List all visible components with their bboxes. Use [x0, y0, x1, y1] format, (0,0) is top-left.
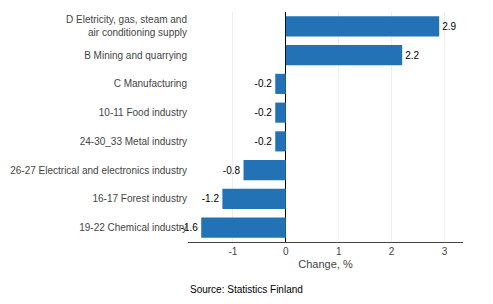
svg-text:D Eletricity, gas, steam andai: D Eletricity, gas, steam andair conditio… [66, 14, 187, 38]
svg-text:Source: Statistics Finland: Source: Statistics Finland [190, 284, 303, 295]
svg-text:26-27 Electrical and electroni: 26-27 Electrical and electronics industr… [10, 165, 187, 176]
svg-text:-1.6: -1.6 [181, 222, 199, 233]
svg-text:10-11 Food industry: 10-11 Food industry [99, 107, 187, 118]
svg-text:24-30_33 Metal industry: 24-30_33 Metal industry [80, 136, 187, 147]
svg-text:2.9: 2.9 [442, 21, 456, 32]
svg-text:2.2: 2.2 [405, 50, 419, 61]
svg-text:-1: -1 [228, 246, 237, 257]
svg-text:-0.2: -0.2 [255, 107, 273, 118]
svg-text:0: 0 [283, 246, 289, 257]
svg-text:19-22 Chemical industry: 19-22 Chemical industry [79, 222, 187, 233]
svg-text:16-17 Forest industry: 16-17 Forest industry [93, 193, 188, 204]
svg-text:-0.2: -0.2 [255, 136, 273, 147]
svg-text:Change, %: Change, % [298, 258, 353, 270]
svg-text:B Mining and quarrying: B Mining and quarrying [84, 50, 187, 61]
svg-text:3: 3 [442, 246, 448, 257]
svg-text:-0.2: -0.2 [255, 78, 273, 89]
svg-text:2: 2 [389, 246, 395, 257]
svg-text:C Manufacturing: C Manufacturing [114, 78, 187, 89]
svg-text:-1.2: -1.2 [202, 193, 220, 204]
svg-text:-0.8: -0.8 [223, 165, 241, 176]
svg-text:1: 1 [336, 246, 342, 257]
